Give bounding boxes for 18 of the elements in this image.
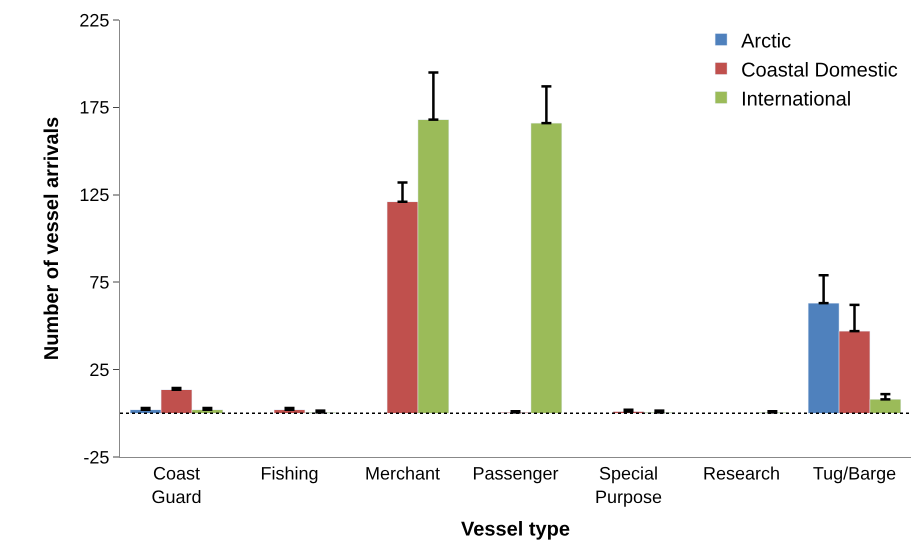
y-tick-label: 225 xyxy=(79,10,110,30)
x-tick-label: Passenger xyxy=(472,464,559,484)
x-tick-label: Research xyxy=(702,464,780,484)
y-tick-label: 125 xyxy=(79,185,110,206)
x-tick-label: Coast Guard xyxy=(151,464,202,507)
x-tick-label: Fishing xyxy=(260,464,319,484)
y-tick-label: 175 xyxy=(79,98,110,118)
y-tick-label: 25 xyxy=(89,360,110,380)
y-tick-label: 75 xyxy=(89,272,110,292)
x-tick-label: Merchant xyxy=(364,464,440,484)
y-axis-title: Number of vessel arrivals xyxy=(40,116,63,360)
legend-label: Arctic xyxy=(741,30,792,52)
legend-label: Coastal Domestic xyxy=(741,59,898,82)
x-axis-title: Vessel type xyxy=(461,518,570,540)
legend-label: International xyxy=(741,88,852,110)
x-tick-label: Tug/Barge xyxy=(812,464,896,484)
x-tick-label: Special Purpose xyxy=(594,464,662,507)
y-tick-label: -25 xyxy=(83,447,110,468)
